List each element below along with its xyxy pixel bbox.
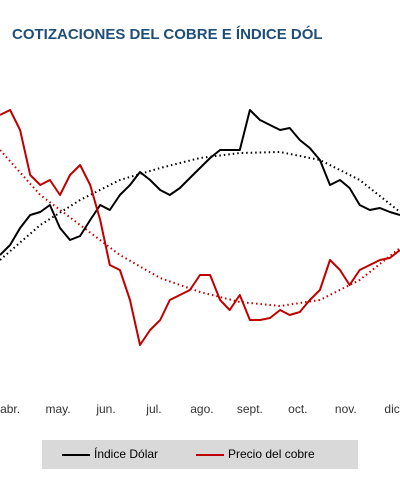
- x-tick-label: jun.: [95, 402, 115, 416]
- x-tick-label: dic.: [384, 402, 400, 416]
- chart-title: COTIZACIONES DEL COBRE E ÍNDICE DÓL: [12, 25, 323, 43]
- x-tick-label: ago.: [190, 402, 213, 416]
- series-line: [0, 109, 400, 346]
- legend-label: Precio del cobre: [228, 447, 315, 461]
- x-tick-label: abr.: [0, 402, 20, 416]
- series-line: [0, 109, 400, 256]
- trend-line: [0, 149, 400, 308]
- x-tick-label: jul.: [145, 402, 161, 416]
- x-tick-label: sept.: [237, 402, 263, 416]
- legend-label: Índice Dólar: [94, 446, 158, 461]
- x-tick-label: oct.: [288, 402, 307, 416]
- x-tick-label: may.: [45, 402, 70, 416]
- x-tick-label: nov.: [335, 402, 357, 416]
